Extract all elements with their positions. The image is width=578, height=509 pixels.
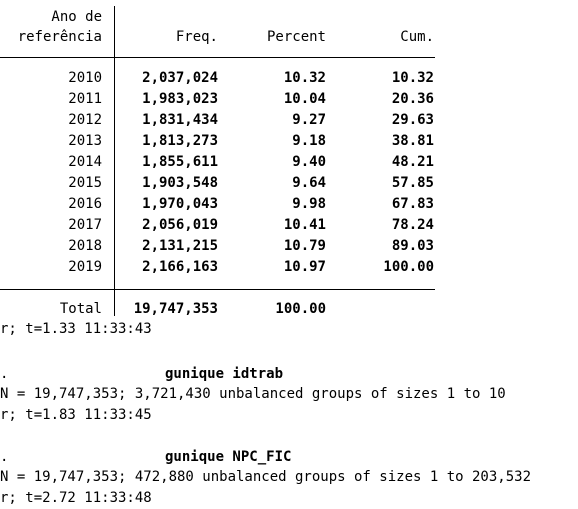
row-year: 2016 [68,196,102,212]
timer-line: r; t=2.72 11:33:48 [0,490,152,506]
row-freq: 2,166,163 [142,259,218,275]
row-year: 2018 [68,238,102,254]
row-cum: 20.36 [391,91,434,107]
var-label-line1: Ano de [51,9,102,25]
row-cum: 89.03 [391,238,434,254]
header-cum: Cum. [400,29,434,45]
row-percent: 10.04 [283,91,326,107]
command-text: gunique NPC_FIC [165,449,292,465]
row-freq: 1,831,434 [142,112,218,128]
command-result: N = 19,747,353; 472,880 unbalanced group… [0,469,532,485]
row-year: 2019 [68,259,102,275]
row-cum: 38.81 [391,133,434,149]
row-cum: 29.63 [391,112,434,128]
command-prompt: . [0,366,9,382]
table-vertical-divider [114,6,115,316]
row-year: 2010 [68,70,102,86]
row-percent: 10.79 [283,238,326,254]
row-freq: 2,037,024 [142,70,218,86]
var-label-line2: referência [17,29,102,45]
command-result: N = 19,747,353; 3,721,430 unbalanced gro… [0,386,506,402]
command-prompt: . [0,449,9,465]
total-percent: 100.00 [275,301,326,317]
row-freq: 1,983,023 [142,91,218,107]
row-freq: 2,056,019 [142,217,218,233]
row-year: 2015 [68,175,102,191]
header-freq: Freq. [175,29,218,45]
row-year: 2017 [68,217,102,233]
row-percent: 9.40 [292,154,326,170]
row-percent: 9.27 [292,112,326,128]
row-freq: 1,855,611 [142,154,218,170]
table-total-divider [0,289,435,290]
row-year: 2011 [68,91,102,107]
row-year: 2012 [68,112,102,128]
row-freq: 1,970,043 [142,196,218,212]
row-percent: 10.32 [283,70,326,86]
row-year: 2014 [68,154,102,170]
row-percent: 9.98 [292,196,326,212]
total-label: Total [59,301,102,317]
row-cum: 48.21 [391,154,434,170]
row-percent: 9.64 [292,175,326,191]
row-percent: 10.97 [283,259,326,275]
row-year: 2013 [68,133,102,149]
row-cum: 78.24 [391,217,434,233]
row-cum: 67.83 [391,196,434,212]
timer-line: r; t=1.83 11:33:45 [0,407,152,423]
header-percent: Percent [266,29,326,45]
row-freq: 1,813,273 [142,133,218,149]
total-freq: 19,747,353 [133,301,218,317]
row-cum: 57.85 [391,175,434,191]
row-percent: 10.41 [283,217,326,233]
row-percent: 9.18 [292,133,326,149]
row-cum: 100.00 [383,259,434,275]
row-freq: 2,131,215 [142,238,218,254]
row-freq: 1,903,548 [142,175,218,191]
row-cum: 10.32 [391,70,434,86]
command-text: gunique idtrab [165,366,284,382]
timer-line: r; t=1.33 11:33:43 [0,321,152,337]
table-header-divider [0,57,435,58]
